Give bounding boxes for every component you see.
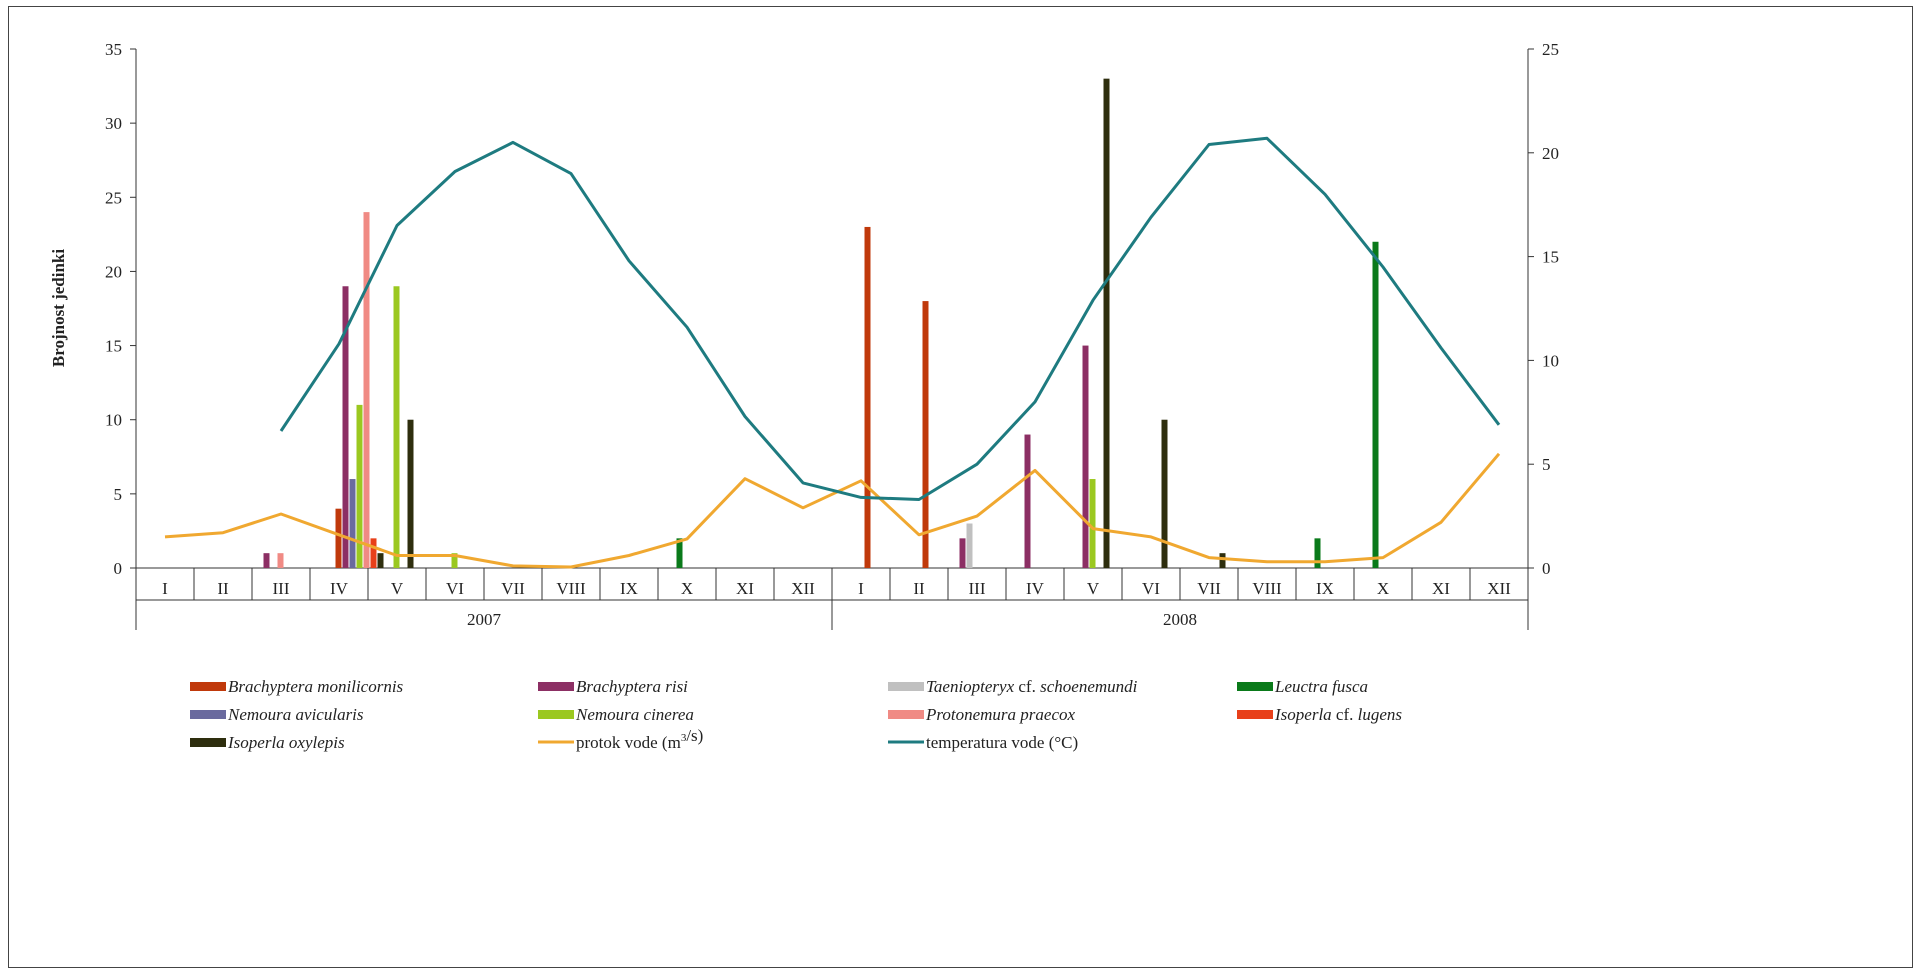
bar bbox=[1314, 538, 1321, 568]
series-line bbox=[164, 452, 1501, 569]
legend-swatch bbox=[1237, 710, 1273, 719]
bar bbox=[1024, 434, 1031, 568]
legend-label: Protonemura praecox bbox=[925, 705, 1075, 724]
bar bbox=[1161, 419, 1168, 568]
legend-swatch bbox=[888, 710, 924, 719]
legend-label: temperatura vode (°C) bbox=[926, 733, 1078, 752]
bar bbox=[277, 553, 284, 568]
left-tick-label: 30 bbox=[105, 114, 122, 133]
bar bbox=[342, 286, 349, 568]
month-label: II bbox=[913, 579, 925, 598]
month-label: VII bbox=[1197, 579, 1221, 598]
bar bbox=[349, 479, 356, 568]
left-tick-label: 20 bbox=[105, 262, 122, 281]
month-label: VI bbox=[446, 579, 464, 598]
month-label: XI bbox=[1432, 579, 1450, 598]
legend-label: protok vode (m3/s) bbox=[576, 726, 703, 752]
left-tick-label: 15 bbox=[105, 337, 122, 356]
bar bbox=[263, 553, 270, 568]
left-tick-label: 0 bbox=[114, 559, 123, 578]
month-label: VIII bbox=[556, 579, 586, 598]
month-label: I bbox=[858, 579, 864, 598]
bar bbox=[370, 538, 377, 568]
legend-swatch bbox=[538, 682, 574, 691]
y-axis-label: Brojnost jedinki bbox=[49, 249, 68, 368]
legend-label: Brachyptera monilicornis bbox=[228, 677, 404, 696]
month-label: VII bbox=[501, 579, 525, 598]
month-label: IV bbox=[330, 579, 349, 598]
right-tick-label: 0 bbox=[1542, 559, 1551, 578]
bar bbox=[959, 538, 966, 568]
legend-label: Isoperla cf. lugens bbox=[1274, 705, 1402, 724]
legend-label: Brachyptera risi bbox=[576, 677, 688, 696]
bar bbox=[356, 404, 363, 568]
bar bbox=[363, 212, 370, 568]
month-label: V bbox=[391, 579, 404, 598]
month-label: VIII bbox=[1252, 579, 1282, 598]
legend-label: Isoperla oxylepis bbox=[227, 733, 345, 752]
bar bbox=[922, 301, 929, 568]
right-tick-label: 5 bbox=[1542, 455, 1551, 474]
left-tick-label: 10 bbox=[105, 411, 122, 430]
bar bbox=[676, 538, 683, 568]
left-tick-label: 35 bbox=[105, 40, 122, 59]
month-label: III bbox=[273, 579, 290, 598]
bar bbox=[1103, 78, 1110, 569]
month-label: II bbox=[217, 579, 229, 598]
legend: Brachyptera monilicornis Brachyptera risi… bbox=[190, 677, 1402, 752]
left-tick-label: 5 bbox=[114, 485, 123, 504]
month-label: XI bbox=[736, 579, 754, 598]
bar bbox=[407, 419, 414, 568]
legend-label: Taeniopteryx cf. schoenemundi bbox=[926, 677, 1138, 696]
month-label: IX bbox=[620, 579, 638, 598]
month-label: VI bbox=[1142, 579, 1160, 598]
right-tick-label: 10 bbox=[1542, 351, 1559, 370]
bar bbox=[451, 553, 458, 568]
legend-swatch bbox=[1237, 682, 1273, 691]
legend-label: Nemoura cinerea bbox=[575, 705, 694, 724]
month-label: I bbox=[162, 579, 168, 598]
month-label: III bbox=[969, 579, 986, 598]
bar bbox=[864, 226, 871, 568]
series-line bbox=[279, 136, 1501, 501]
right-tick-label: 20 bbox=[1542, 144, 1559, 163]
bar bbox=[393, 286, 400, 568]
bars-layer bbox=[263, 78, 1379, 569]
legend-swatch bbox=[888, 682, 924, 691]
month-label: V bbox=[1087, 579, 1100, 598]
chart-frame bbox=[8, 6, 1913, 968]
year-label: 2008 bbox=[1163, 610, 1197, 629]
year-label: 2007 bbox=[467, 610, 502, 629]
month-label: XII bbox=[1487, 579, 1511, 598]
bar bbox=[1089, 479, 1096, 568]
bar bbox=[1372, 241, 1379, 568]
legend-swatch bbox=[190, 738, 226, 747]
legend-label: Nemoura avicularis bbox=[227, 705, 364, 724]
month-label: X bbox=[681, 579, 693, 598]
bar bbox=[1082, 345, 1089, 568]
left-tick-label: 25 bbox=[105, 188, 122, 207]
legend-label: Leuctra fusca bbox=[1274, 677, 1368, 696]
bar bbox=[377, 553, 384, 568]
legend-swatch bbox=[538, 710, 574, 719]
legend-swatch bbox=[190, 682, 226, 691]
right-tick-label: 25 bbox=[1542, 40, 1559, 59]
bar bbox=[966, 523, 973, 568]
month-label: X bbox=[1377, 579, 1389, 598]
bar bbox=[1219, 553, 1226, 568]
right-tick-label: 15 bbox=[1542, 248, 1559, 267]
month-label: IV bbox=[1026, 579, 1045, 598]
legend-swatch bbox=[190, 710, 226, 719]
bar bbox=[335, 508, 342, 568]
month-label: XII bbox=[791, 579, 815, 598]
month-label: IX bbox=[1316, 579, 1334, 598]
lines-layer bbox=[164, 136, 1501, 569]
